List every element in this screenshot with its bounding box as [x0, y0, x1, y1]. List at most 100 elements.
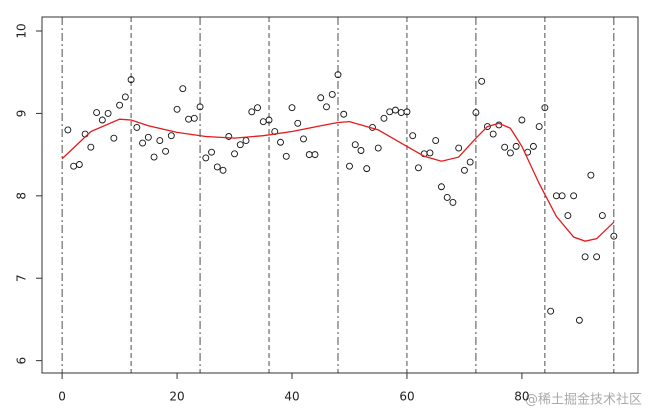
point: [437, 183, 445, 191]
point: [311, 151, 319, 159]
point: [552, 192, 560, 200]
point: [127, 76, 135, 84]
point: [93, 109, 101, 117]
point: [185, 115, 193, 123]
point: [340, 110, 348, 118]
point: [363, 165, 371, 173]
y-tick-label: 8: [15, 192, 29, 200]
point: [409, 132, 417, 140]
point: [392, 106, 399, 114]
point: [208, 148, 215, 156]
point: [323, 103, 330, 111]
watermark: @稀土掘金技术社区: [525, 392, 642, 408]
point: [443, 194, 451, 201]
point: [598, 212, 606, 220]
point: [587, 171, 595, 179]
point: [75, 161, 83, 168]
point: [167, 132, 175, 140]
x-tick-label: 0: [58, 390, 66, 404]
point: [460, 166, 468, 174]
point: [190, 114, 198, 122]
point: [259, 118, 267, 126]
point: [374, 144, 382, 152]
point: [150, 153, 158, 161]
point: [70, 162, 78, 170]
point: [121, 93, 129, 101]
point: [213, 163, 221, 171]
point: [466, 158, 474, 166]
point: [575, 316, 583, 324]
point: [518, 116, 526, 124]
point: [305, 151, 313, 159]
point: [202, 154, 210, 162]
point: [386, 108, 394, 116]
point: [196, 103, 204, 111]
point: [426, 149, 434, 157]
point: [242, 137, 250, 145]
point: [98, 116, 106, 124]
point: [225, 133, 233, 140]
point: [116, 101, 124, 109]
point: [547, 307, 555, 315]
point: [254, 104, 261, 112]
point: [110, 134, 118, 142]
y-tick-label: 7: [15, 274, 29, 282]
point: [581, 253, 589, 261]
point: [558, 192, 566, 200]
y-tick-label: 6: [15, 357, 29, 365]
point: [506, 149, 514, 157]
point: [403, 108, 411, 116]
fit-curve: [61, 118, 615, 242]
point: [139, 139, 147, 147]
point: [564, 212, 572, 220]
x-tick-label: 20: [169, 390, 184, 404]
plot-frame: [41, 16, 639, 374]
point: [455, 144, 463, 152]
point: [219, 166, 227, 174]
point: [236, 141, 244, 149]
point: [87, 143, 95, 151]
point: [478, 77, 486, 85]
point: [277, 138, 284, 146]
point: [162, 147, 170, 155]
point: [357, 147, 365, 154]
y-tick-label: 10: [14, 23, 28, 38]
point: [489, 130, 497, 138]
point: [501, 143, 509, 151]
point: [317, 94, 325, 102]
point: [231, 150, 238, 158]
point: [64, 126, 72, 134]
point: [104, 109, 112, 117]
x-tick-label: 40: [284, 390, 299, 404]
point: [397, 109, 405, 117]
point: [265, 116, 273, 124]
point: [248, 108, 256, 116]
x-tick-label: 80: [514, 390, 529, 404]
point: [133, 123, 141, 131]
point: [529, 142, 537, 150]
point: [328, 91, 336, 98]
point: [432, 137, 440, 145]
point: [570, 192, 578, 200]
point: [294, 119, 302, 127]
point: [288, 104, 296, 112]
point: [179, 85, 187, 93]
point: [535, 123, 543, 131]
x-tick-label: 60: [399, 390, 414, 404]
point: [300, 135, 307, 143]
point: [282, 152, 290, 160]
point: [541, 104, 549, 112]
y-tick-label: 9: [15, 110, 29, 118]
point: [449, 198, 457, 206]
point: [512, 142, 520, 150]
point: [593, 253, 601, 261]
point: [610, 232, 618, 240]
point: [346, 162, 353, 170]
point: [156, 137, 164, 145]
point: [334, 71, 342, 79]
point: [472, 109, 480, 117]
point: [173, 105, 181, 113]
point: [380, 114, 388, 122]
point: [351, 141, 359, 149]
